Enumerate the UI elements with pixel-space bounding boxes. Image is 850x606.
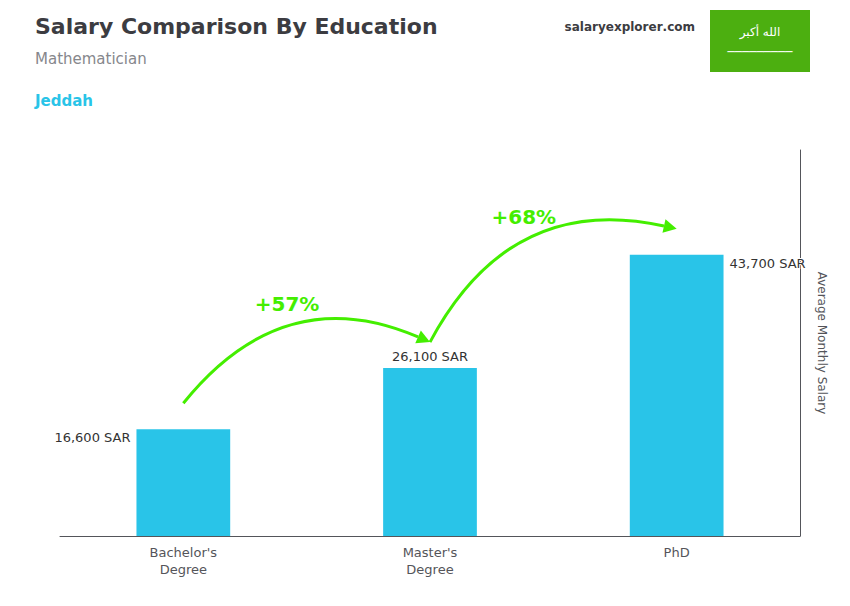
svg-text:Mathematician: Mathematician (35, 50, 147, 68)
svg-text:salary: salary (565, 20, 606, 34)
svg-text:Degree: Degree (160, 562, 207, 577)
svg-text:16,600 SAR: 16,600 SAR (54, 430, 130, 445)
svg-text:Bachelor's: Bachelor's (150, 545, 218, 560)
svg-text:+68%: +68% (492, 205, 557, 229)
svg-text:Average Monthly Salary: Average Monthly Salary (815, 272, 829, 415)
svg-text:Jeddah: Jeddah (34, 92, 93, 110)
svg-text:Salary Comparison By Education: Salary Comparison By Education (35, 14, 438, 39)
svg-text:الله أكبر: الله أكبر (739, 24, 781, 40)
svg-text:PhD: PhD (664, 545, 690, 560)
svg-text:Degree: Degree (406, 562, 453, 577)
svg-text:+57%: +57% (255, 292, 320, 316)
svg-text:Master's: Master's (403, 545, 458, 560)
svg-text:26,100 SAR: 26,100 SAR (392, 349, 468, 364)
svg-text:explorer: explorer (606, 20, 663, 34)
svg-text:.com: .com (663, 20, 695, 34)
svg-text:43,700 SAR: 43,700 SAR (730, 256, 806, 271)
svg-text:─────────: ───────── (726, 45, 793, 59)
